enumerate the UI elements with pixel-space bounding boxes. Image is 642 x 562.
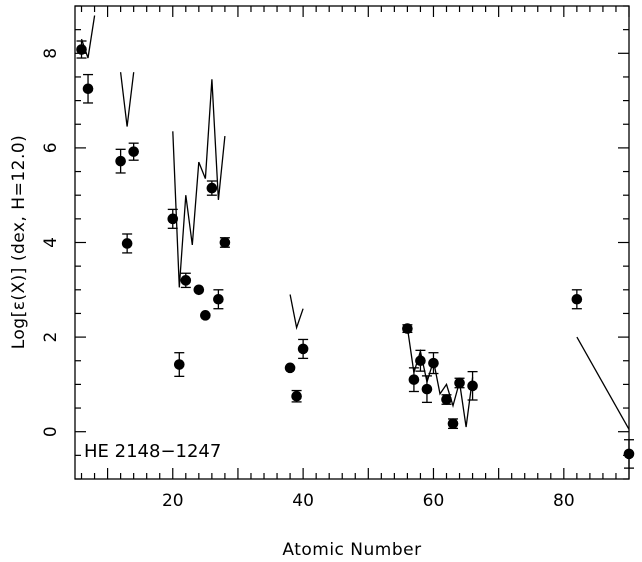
data-point <box>173 359 185 370</box>
data-point <box>408 374 420 385</box>
data-point <box>115 155 126 167</box>
model-line <box>289 294 304 331</box>
data-point <box>284 362 296 374</box>
data-point <box>402 323 413 334</box>
data-point <box>76 44 87 55</box>
data-point <box>206 182 218 194</box>
data-point <box>428 357 439 369</box>
data-point <box>297 343 309 355</box>
star-name-annotation: HE 2148−1247 <box>84 441 221 462</box>
y-tick-label: 8 <box>41 48 61 59</box>
data-point <box>82 83 94 95</box>
data-point <box>447 418 459 429</box>
model-lines <box>80 15 630 430</box>
data-point <box>167 213 179 225</box>
data-point <box>454 377 465 389</box>
data-point <box>415 355 426 367</box>
data-point <box>219 237 231 248</box>
data-points <box>76 44 635 460</box>
y-tick-label: 0 <box>41 426 61 437</box>
model-line <box>576 336 630 430</box>
y-tick-label: 4 <box>41 237 61 248</box>
y-tick-label: 2 <box>41 332 61 343</box>
y-tick-label: 6 <box>41 142 61 153</box>
data-point <box>193 284 205 296</box>
x-axis-label: Atomic Number <box>282 540 421 560</box>
data-point <box>291 390 302 402</box>
model-line <box>119 72 135 127</box>
data-point <box>200 310 211 321</box>
plot-frame <box>74 5 630 480</box>
x-tick-label: 20 <box>162 491 184 511</box>
data-point <box>180 275 192 286</box>
data-point <box>121 238 133 249</box>
axis-ticks <box>75 5 630 480</box>
data-point <box>467 380 478 392</box>
data-point <box>421 383 433 395</box>
data-point <box>441 394 452 405</box>
data-point <box>213 293 224 305</box>
tick-labels: 20 40 60 80 0 2 4 6 8 <box>41 48 575 511</box>
data-point <box>128 146 139 157</box>
data-point <box>571 293 583 305</box>
x-tick-label: 60 <box>423 491 445 511</box>
model-line <box>172 79 226 288</box>
x-tick-label: 40 <box>292 491 314 511</box>
y-axis-label: Log[ε(X)] (dex, H=12.0) <box>9 135 29 350</box>
x-tick-label: 80 <box>553 491 575 511</box>
error-bars <box>76 40 634 469</box>
